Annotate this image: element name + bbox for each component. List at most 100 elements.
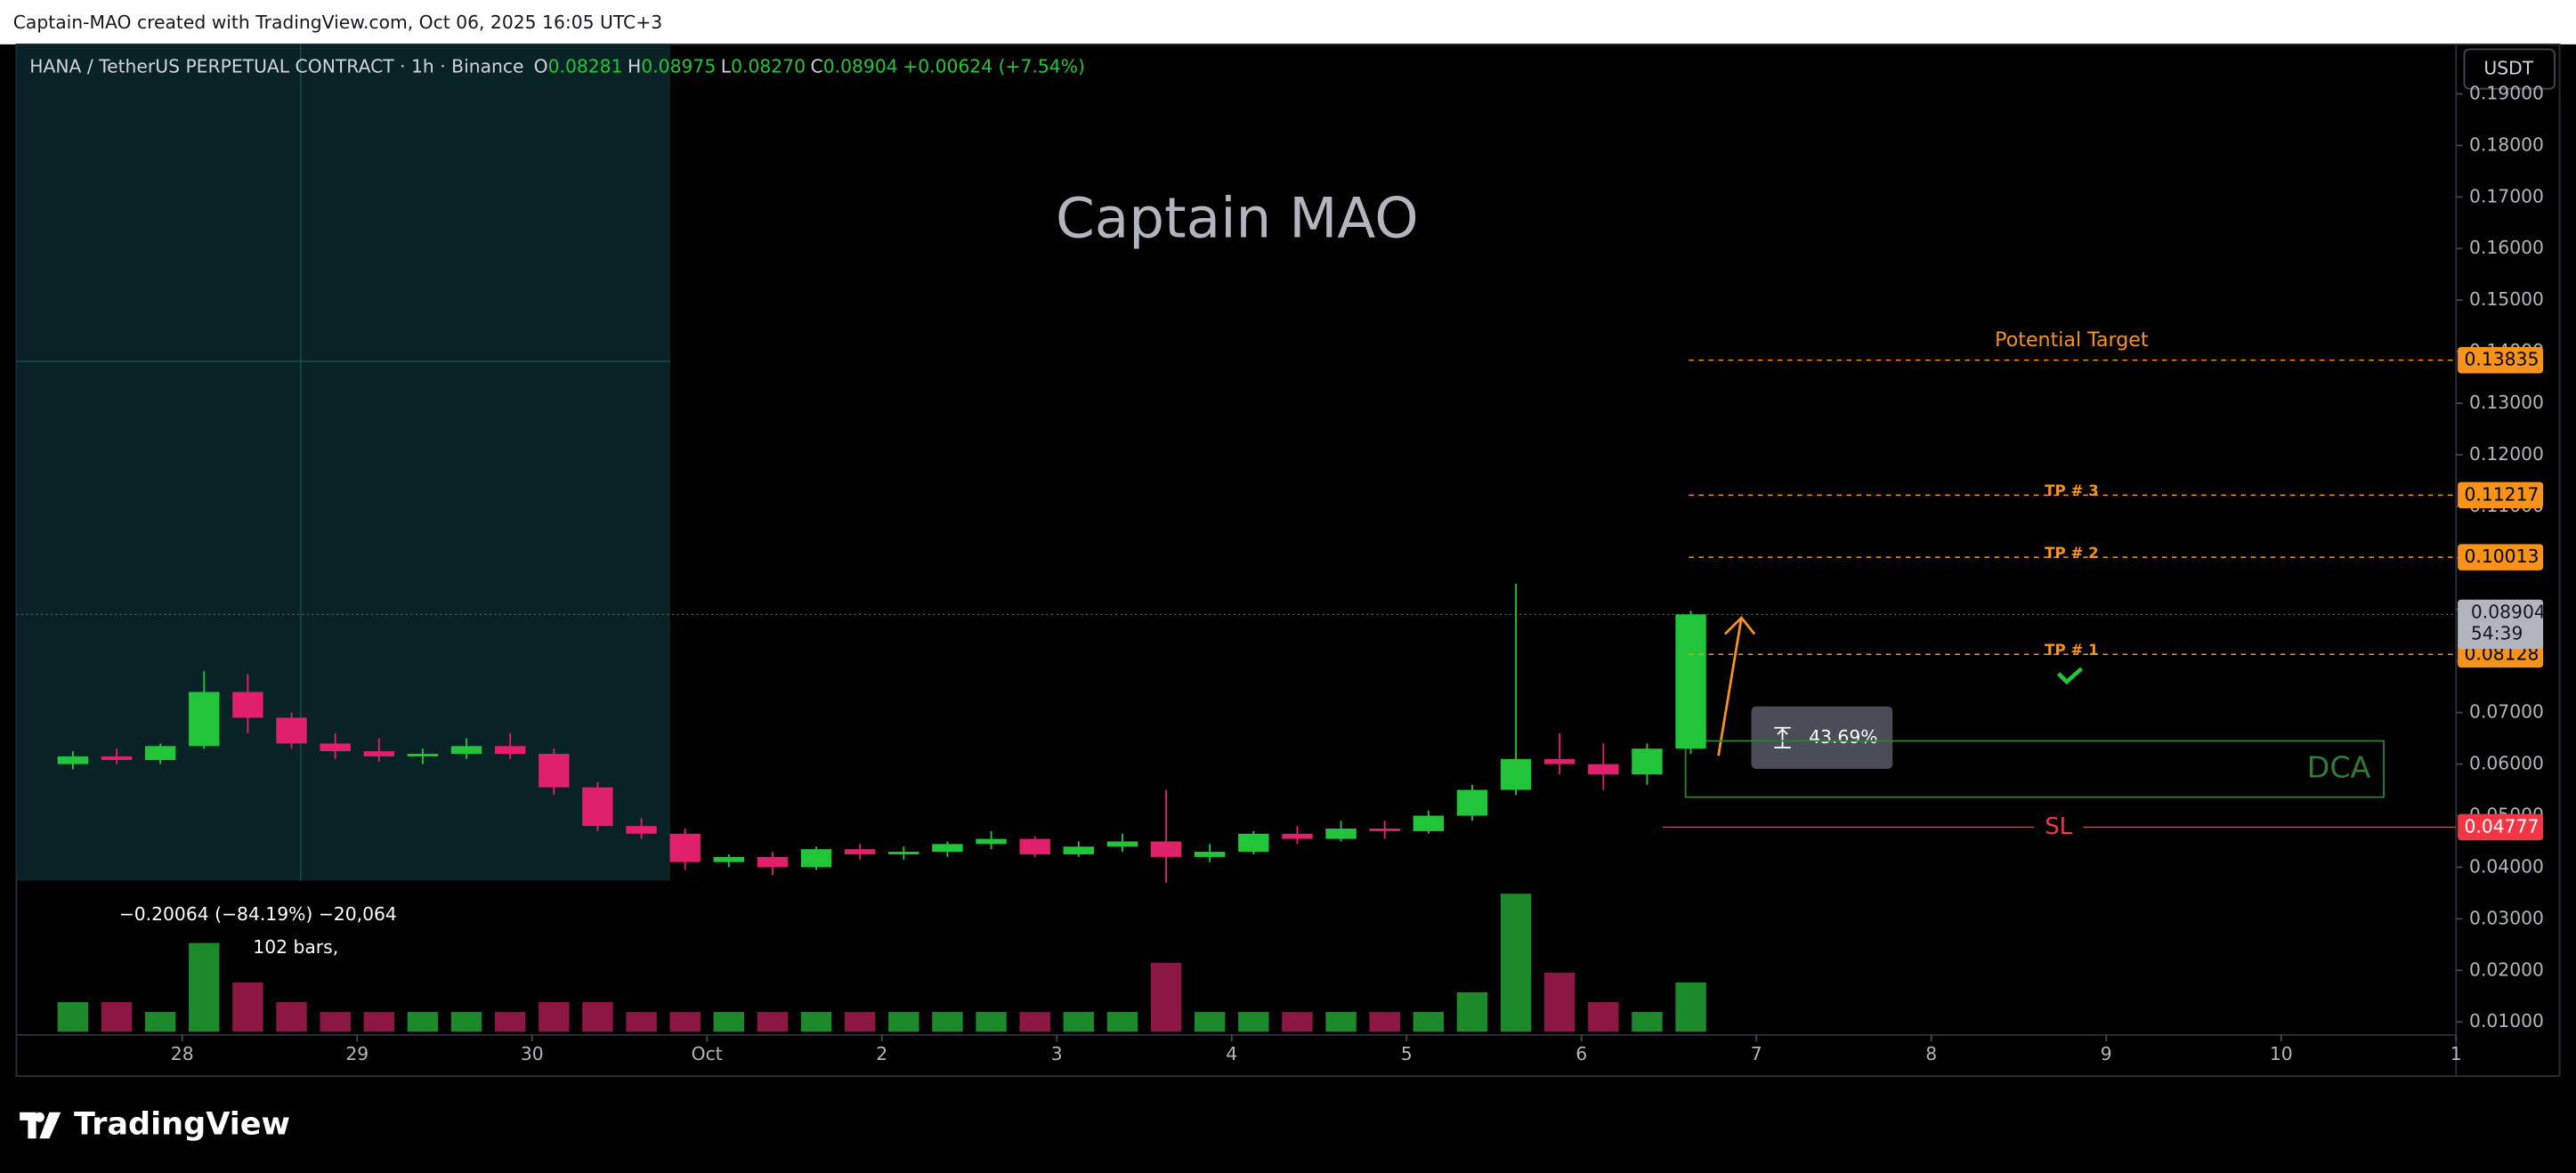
volume-bar: [1456, 991, 1488, 1032]
volume-bar: [1413, 1012, 1445, 1032]
price-value: 0.08904: [2471, 601, 2546, 622]
y-tick-label: 0.06000: [2469, 753, 2544, 774]
candle-body: [1063, 846, 1094, 854]
volume-bar: [232, 982, 263, 1032]
currency-button[interactable]: [2463, 48, 2556, 90]
volume-bar: [1238, 1012, 1269, 1032]
level-price-box: [2458, 813, 2544, 841]
x-tick-label: 7: [1751, 1043, 1762, 1064]
level-price: 0.11217: [2464, 483, 2539, 505]
symbol: HANA / TetherUS PERPETUAL CONTRACT · 1h …: [29, 56, 523, 77]
measure-box: [1751, 706, 1893, 769]
target-arrow: [1717, 616, 1756, 756]
change: +0.00624 (+7.54%): [903, 56, 1085, 77]
volume-bar: [407, 1012, 439, 1032]
volume-bar: [1675, 982, 1706, 1032]
x-tick-label: 10: [2270, 1043, 2293, 1064]
candle-body: [1019, 838, 1050, 854]
y-tick-label: 0.18000: [2469, 133, 2544, 155]
volume-bar: [626, 1012, 657, 1032]
volume-bar: [1194, 1012, 1226, 1032]
legend: HANA / TetherUS PERPETUAL CONTRACT · 1h …: [29, 56, 1085, 77]
x-tick-label: 29: [345, 1043, 369, 1064]
level-price: 0.10013: [2464, 546, 2539, 567]
header-bar: [0, 0, 2576, 44]
candle-body: [539, 753, 570, 788]
y-tick-label: 0.01000: [2469, 1010, 2544, 1031]
candle-body: [757, 856, 789, 868]
ohlc-value: 0.08904: [823, 56, 898, 77]
candle-body: [1456, 789, 1488, 816]
ohlc-key: L: [721, 56, 732, 77]
y-tick-label: 0.07000: [2469, 701, 2544, 723]
volume-bar: [494, 1012, 526, 1032]
ohlc-value: 0.08270: [731, 56, 806, 77]
candle-body: [1106, 841, 1138, 847]
volume-bar: [101, 1002, 133, 1032]
volume-bar: [539, 1002, 570, 1032]
currency-label[interactable]: USDT: [2483, 58, 2533, 79]
volume-bar: [189, 942, 220, 1032]
candle-body: [844, 849, 876, 854]
range-bars: 102 bars,: [253, 936, 338, 958]
volume-bar: [1282, 1012, 1313, 1032]
y-tick-label: 0.13000: [2469, 392, 2544, 413]
y-tick-label: 0.12000: [2469, 443, 2544, 465]
volume-bar: [276, 1002, 307, 1032]
level-name: SL: [2045, 813, 2072, 840]
volume-bar: [757, 1012, 789, 1032]
x-tick-label: 5: [1401, 1043, 1413, 1064]
volume-bar: [800, 1012, 832, 1032]
level-price-box: [2458, 346, 2544, 374]
volume-bar: [1106, 1012, 1138, 1032]
volume-bar: [1369, 1012, 1400, 1032]
volume-bar: [320, 1012, 351, 1032]
range-change: −0.20064 (−84.19%) −20,064: [119, 903, 397, 925]
candle-body: [407, 753, 439, 756]
level-price-box: [2458, 481, 2544, 509]
candle-body: [320, 743, 351, 752]
volume-bar: [144, 1012, 176, 1032]
volume-bar: [1325, 1012, 1357, 1032]
x-tick-label: 8: [1925, 1043, 1937, 1064]
volume-bar: [450, 1012, 482, 1032]
candle-body: [976, 838, 1007, 845]
candle-body: [888, 852, 919, 854]
candle-body: [1150, 841, 1182, 857]
candle-body: [582, 787, 613, 827]
candle-body: [1500, 758, 1532, 790]
volume-bar: [1150, 962, 1182, 1032]
ohlc-value: 0.08975: [641, 56, 716, 77]
check-mark: [2056, 667, 2083, 685]
level-name: Potential Target: [1995, 328, 2149, 352]
candle-body: [1238, 833, 1269, 853]
candle-body: [932, 844, 963, 853]
ohlc-value: 0.08281: [548, 56, 623, 77]
x-tick-label: 1: [2450, 1043, 2462, 1064]
measure-label: 43.69%: [1809, 726, 1877, 748]
candle-body: [800, 849, 832, 868]
volume-bar: [57, 1002, 89, 1032]
x-tick-label: 9: [2101, 1043, 2112, 1064]
y-tick-label: 0.17000: [2469, 185, 2544, 206]
level-name: TP # 2: [2045, 545, 2099, 562]
y-tick-label: 0.02000: [2469, 959, 2544, 980]
candle-body: [1543, 758, 1576, 764]
candle-body: [1369, 828, 1400, 831]
candle-body: [1413, 815, 1445, 831]
candle-body: [101, 756, 133, 760]
level-price: 0.04777: [2464, 815, 2539, 837]
candle-body: [189, 692, 220, 747]
candle-body: [276, 717, 307, 744]
volume-bar: [888, 1012, 919, 1032]
y-tick-label: 0.03000: [2469, 907, 2544, 928]
watermark: Captain MAO: [1056, 185, 1419, 250]
measure-icon: [1774, 726, 1791, 748]
candle-body: [1588, 764, 1619, 775]
candle-body: [1632, 748, 1663, 775]
candle-body: [144, 746, 176, 760]
dca-label: DCA: [2307, 750, 2371, 785]
y-tick-label: 0.15000: [2469, 288, 2544, 310]
